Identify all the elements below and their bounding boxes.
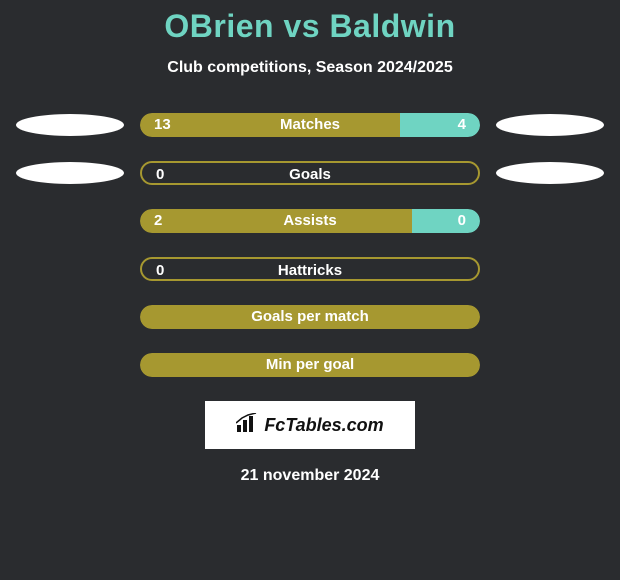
stat-bar: Goals per match [140, 305, 480, 329]
stat-label: Goals per match [140, 305, 480, 329]
stat-bar: Min per goal [140, 353, 480, 377]
stat-bar: 0Goals [140, 161, 480, 185]
stat-row: 0Hattricks [0, 257, 620, 281]
spacer [16, 354, 124, 376]
spacer [16, 306, 124, 328]
player-left-ellipse [16, 162, 124, 184]
logo-box: FcTables.com [205, 401, 415, 449]
stat-row: Goals per match [0, 305, 620, 329]
player-right-ellipse [496, 114, 604, 136]
stat-label: Min per goal [140, 353, 480, 377]
stat-bar: 0Hattricks [140, 257, 480, 281]
stat-label: Assists [140, 209, 480, 233]
stat-label: Matches [140, 113, 480, 137]
date-text: 21 november 2024 [0, 467, 620, 485]
player-left-ellipse [16, 114, 124, 136]
spacer [16, 258, 124, 280]
page-title: OBrien vs Baldwin [0, 8, 620, 45]
stat-row: Min per goal [0, 353, 620, 377]
stat-row: 20Assists [0, 209, 620, 233]
stat-rows: 134Matches 0Goals 20Assists 0Hattricks Goals… [0, 113, 620, 377]
spacer [496, 306, 604, 328]
comparison-infographic: OBrien vs Baldwin Club competitions, Sea… [0, 0, 620, 485]
bar-chart-icon [236, 413, 260, 438]
spacer [496, 258, 604, 280]
stat-label: Goals [142, 163, 478, 185]
stat-row: 134Matches [0, 113, 620, 137]
stat-row: 0Goals [0, 161, 620, 185]
spacer [496, 354, 604, 376]
player-right-ellipse [496, 162, 604, 184]
stat-label: Hattricks [142, 259, 478, 281]
spacer [16, 210, 124, 232]
stat-bar: 20Assists [140, 209, 480, 233]
page-subtitle: Club competitions, Season 2024/2025 [0, 59, 620, 77]
logo-text: FcTables.com [264, 415, 383, 436]
stat-bar: 134Matches [140, 113, 480, 137]
spacer [496, 210, 604, 232]
